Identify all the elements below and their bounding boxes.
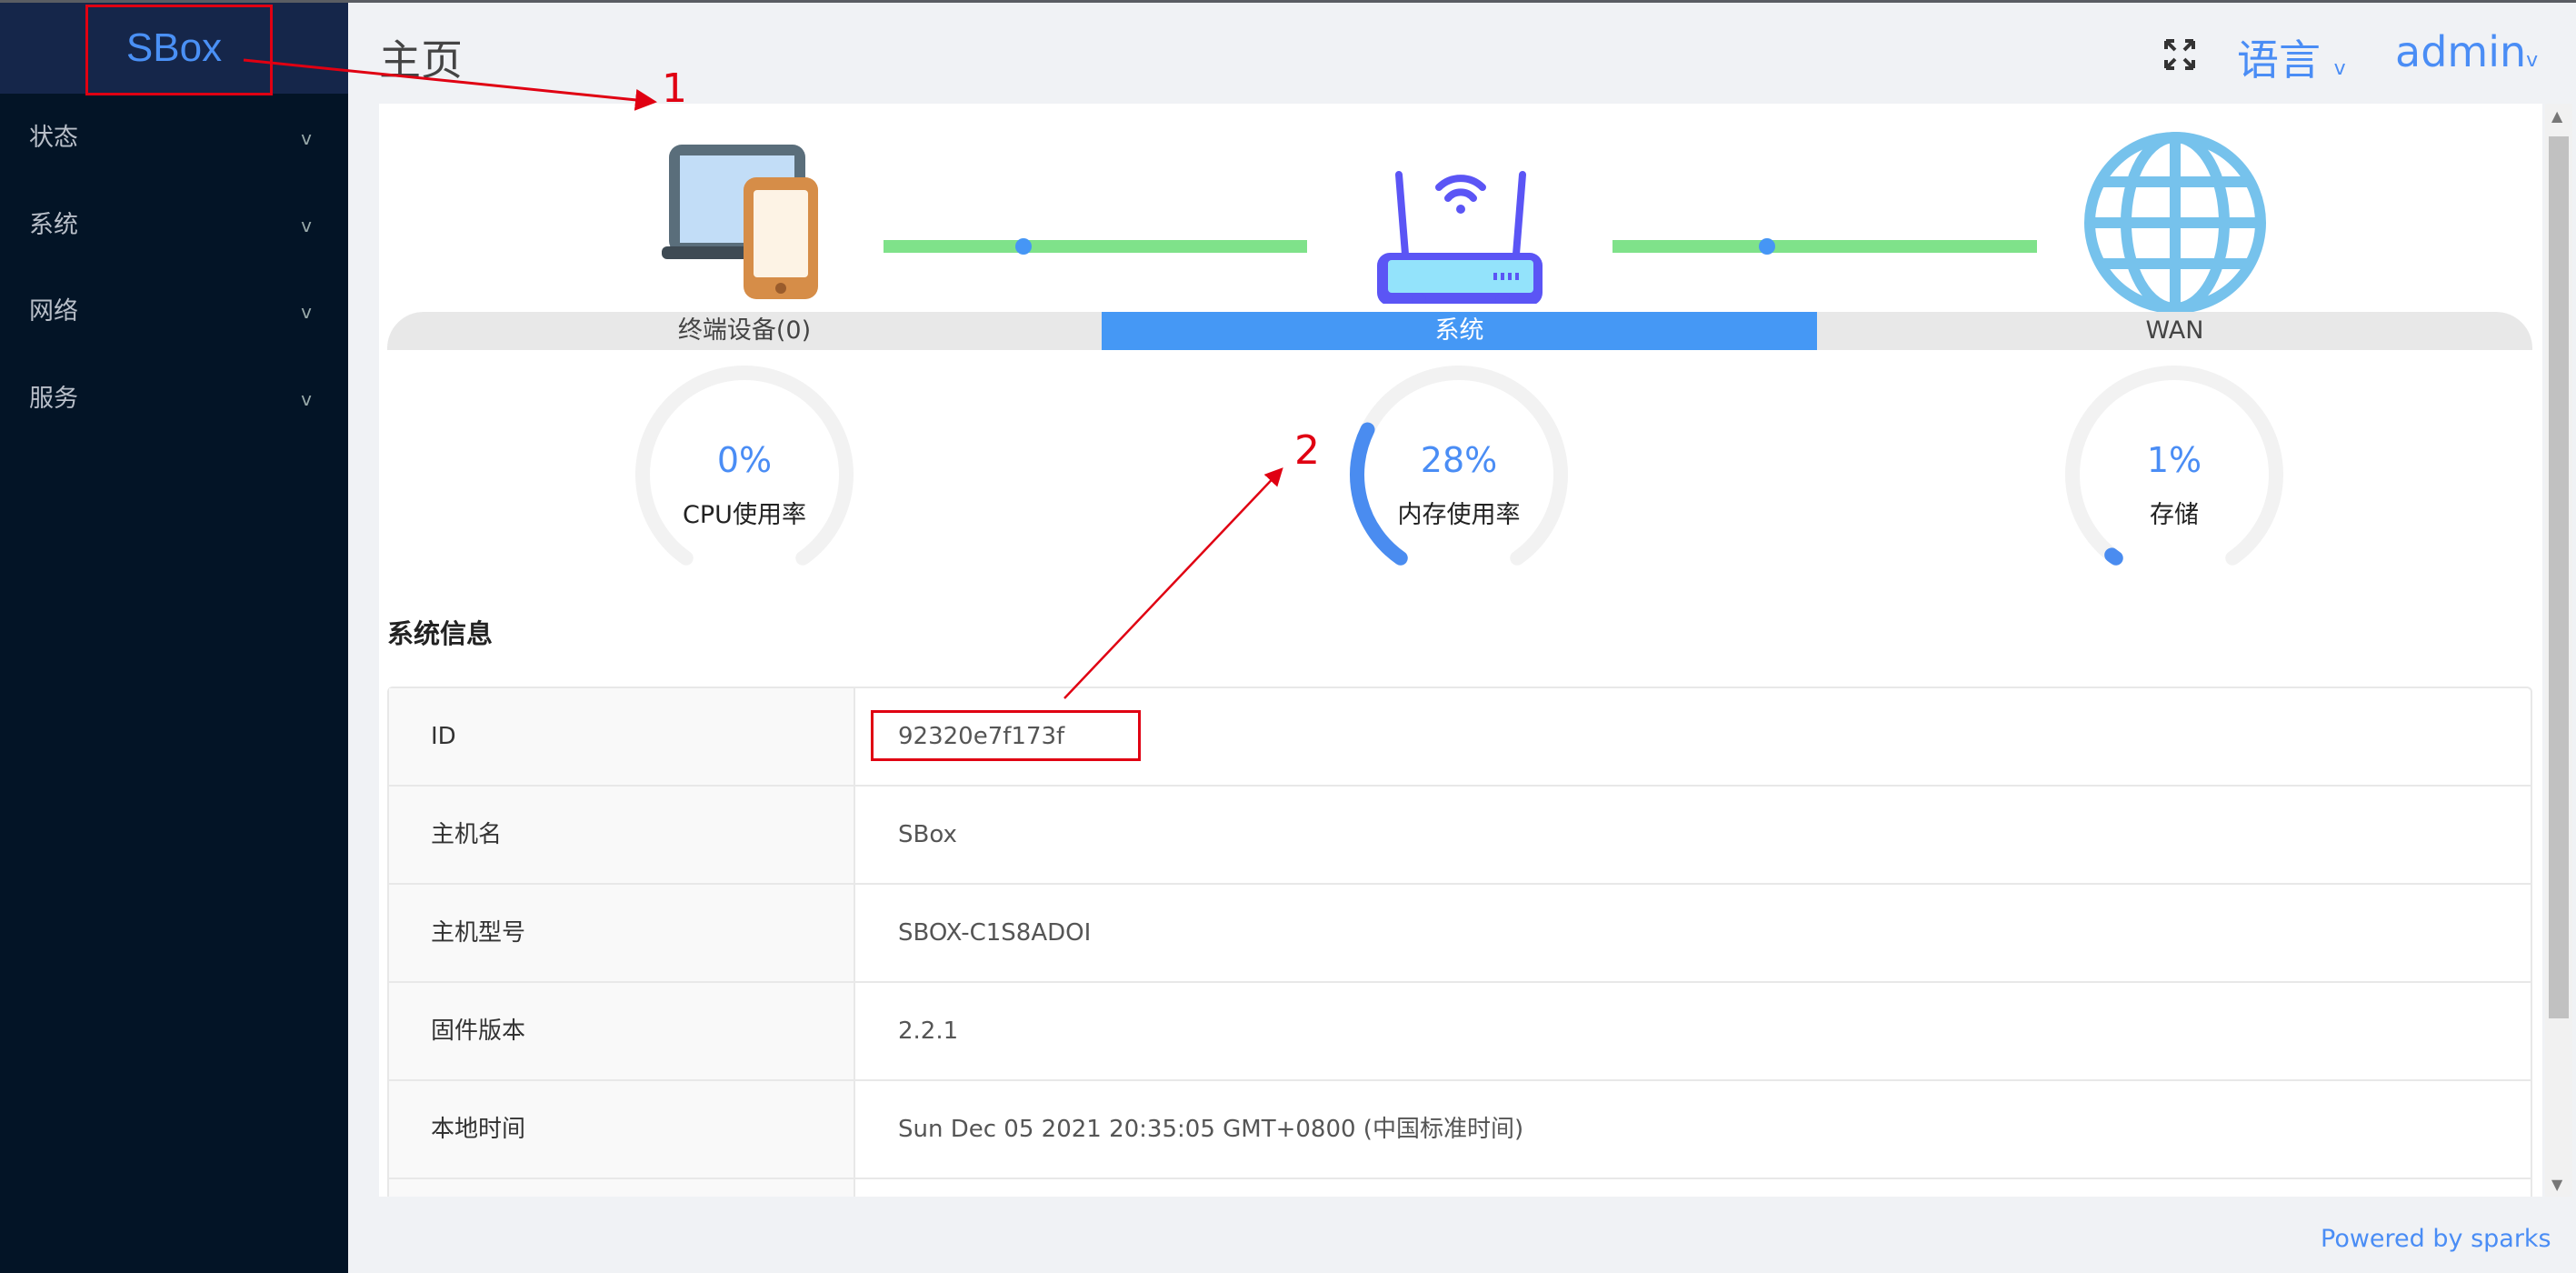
- row-value: [855, 1179, 898, 1197]
- gauge-fill: [2104, 547, 2123, 566]
- chevron-down-icon: v: [301, 388, 312, 410]
- annotation-box-1: [85, 5, 273, 95]
- annotation-label-1: 1: [662, 65, 687, 112]
- sidebar-item-label: 网络: [29, 297, 78, 326]
- chevron-down-icon: v: [2333, 57, 2346, 80]
- table-row: 本地时间 Sun Dec 05 2021 20:35:05 GMT+0800 (中…: [389, 1081, 2531, 1179]
- scrollbar[interactable]: ▲ ▼: [2545, 104, 2572, 1197]
- page-title: 主页: [379, 35, 463, 85]
- table-row: 固件版本 2.2.1: [389, 983, 2531, 1081]
- row-key: 主机名: [389, 787, 855, 883]
- system-info-heading: 系统信息: [387, 618, 494, 649]
- cpu-usage-value: 0%: [716, 440, 773, 480]
- annotation-label-2: 2: [1294, 427, 1320, 474]
- router-icon: [1377, 171, 1543, 304]
- system-info-table: ID 92320e7f173f 主机名 SBox 主机型号 SBOX-C1S8ADOI…: [387, 687, 2532, 1197]
- row-value: 2.2.1: [898, 1017, 959, 1045]
- row-value: Sun Dec 05 2021 20:35:05 GMT+0800 (中国标准时…: [898, 1116, 1524, 1143]
- cpu-usage-label: CPU使用率: [683, 501, 806, 529]
- scrollbar-thumb[interactable]: [2549, 136, 2569, 1018]
- table-row: ID 92320e7f173f: [389, 688, 2531, 787]
- link-line: [1612, 238, 2037, 255]
- annotation-box-2: [871, 710, 1141, 761]
- user-label: admin: [2395, 27, 2527, 76]
- user-dropdown[interactable]: adminv: [2395, 27, 2538, 76]
- globe-icon: [2084, 132, 2266, 314]
- sidebar-item-network[interactable]: 网络 v: [0, 271, 348, 353]
- memory-usage-value: 28%: [1420, 440, 1498, 480]
- sidebar: SBox 状态 v 系统 v 网络 v 服务 v: [0, 3, 348, 1273]
- tab-system[interactable]: 系统: [1102, 312, 1817, 350]
- row-key: [389, 1179, 855, 1197]
- row-key: 固件版本: [389, 983, 855, 1079]
- dashboard-card: 终端设备(0) 系统 WAN 0% CPU使用率 28% 内存使用率 1% 存储…: [379, 104, 2542, 1197]
- footer-powered-by[interactable]: Powered by sparks: [2321, 1225, 2551, 1253]
- chevron-down-icon: v: [301, 127, 312, 149]
- logo[interactable]: SBox: [0, 3, 348, 94]
- link-dot: [1015, 238, 1032, 255]
- link-dot: [1759, 238, 1775, 255]
- table-row: 主机型号 SBOX-C1S8ADOI: [389, 885, 2531, 983]
- language-dropdown[interactable]: 语言 v: [2237, 27, 2346, 87]
- tab-wan[interactable]: WAN: [1817, 312, 2532, 350]
- tab-devices[interactable]: 终端设备(0): [387, 312, 1102, 350]
- row-key: 主机型号: [389, 885, 855, 981]
- table-row: 主机名 SBox: [389, 787, 2531, 885]
- gauge-track: [635, 366, 854, 566]
- window-top-border: [0, 0, 2576, 3]
- storage-usage-label: 存储: [2150, 501, 2199, 529]
- link-line: [884, 238, 1307, 255]
- sidebar-item-services[interactable]: 服务 v: [0, 358, 348, 440]
- sidebar-item-label: 系统: [29, 211, 78, 239]
- gauge-fill: [1350, 422, 1408, 566]
- memory-usage-label: 内存使用率: [1397, 501, 1521, 529]
- row-key: ID: [389, 688, 855, 785]
- scroll-up-icon[interactable]: ▲: [2551, 107, 2563, 125]
- sidebar-item-label: 服务: [29, 385, 78, 413]
- gauges: [635, 366, 2283, 566]
- fullscreen-icon[interactable]: [2163, 38, 2196, 71]
- chevron-down-icon: v: [2526, 49, 2539, 72]
- devices-icon: [662, 145, 818, 299]
- row-key: 本地时间: [389, 1081, 855, 1178]
- sidebar-item-status[interactable]: 状态 v: [0, 97, 348, 179]
- row-value: SBox: [898, 821, 957, 848]
- row-value: SBOX-C1S8ADOI: [898, 919, 1092, 947]
- chevron-down-icon: v: [301, 301, 312, 323]
- storage-usage-value: 1%: [2146, 440, 2202, 480]
- chevron-down-icon: v: [301, 215, 312, 236]
- row-value: 92320e7f173f: [898, 723, 1065, 750]
- language-label: 语言: [2237, 35, 2321, 85]
- table-row: [389, 1179, 2531, 1197]
- sidebar-item-system[interactable]: 系统 v: [0, 185, 348, 266]
- sidebar-item-label: 状态: [29, 124, 78, 152]
- scroll-down-icon[interactable]: ▼: [2551, 1176, 2563, 1193]
- gauge-track: [2065, 366, 2283, 566]
